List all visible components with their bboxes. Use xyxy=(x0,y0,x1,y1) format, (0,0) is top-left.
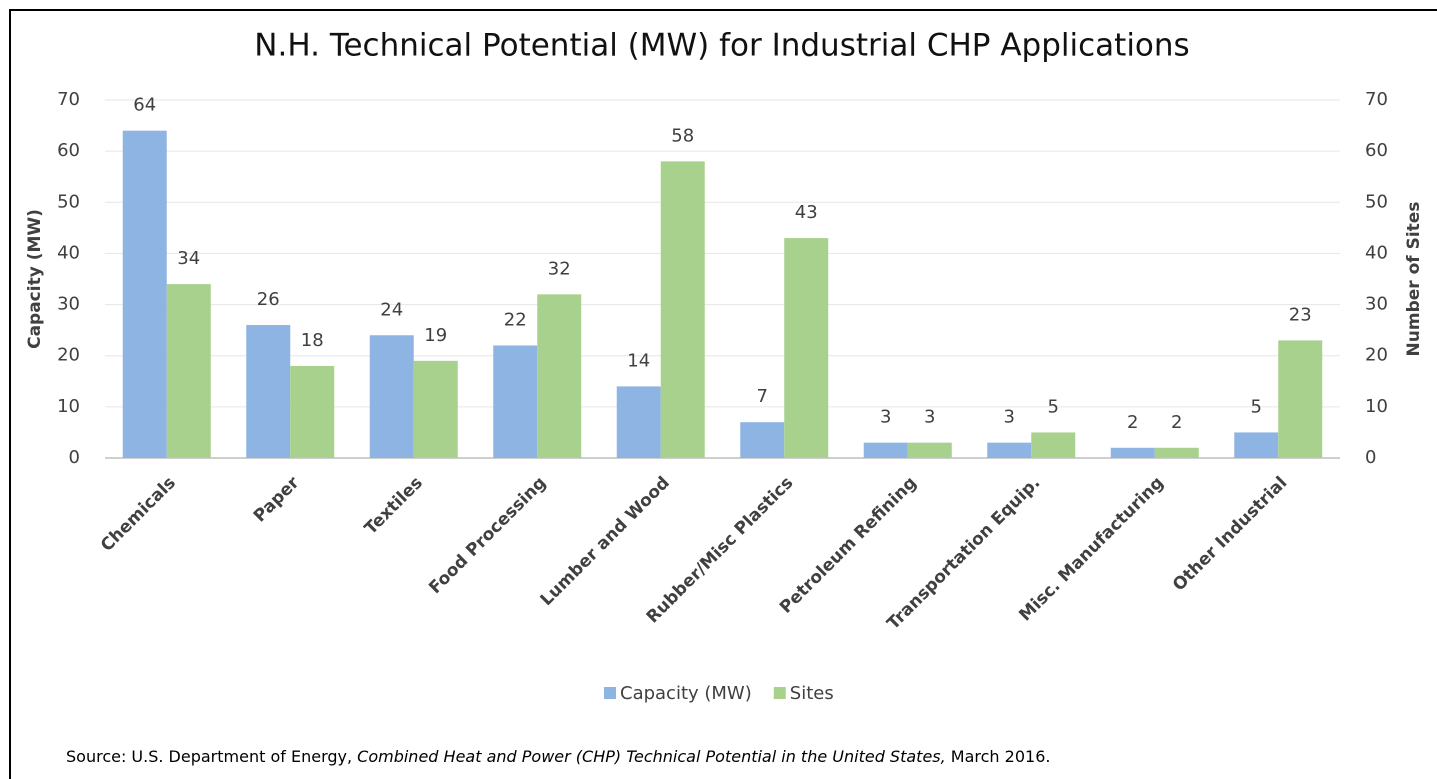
bar xyxy=(369,335,414,458)
bar xyxy=(907,442,952,458)
frame xyxy=(9,9,1437,779)
bar xyxy=(1278,340,1323,458)
data-label: 14 xyxy=(627,350,650,371)
y2-tick-label: 0 xyxy=(1365,447,1376,468)
y2-tick-label: 70 xyxy=(1365,89,1388,110)
source-text: March 2016. xyxy=(946,747,1051,766)
data-label: 2 xyxy=(1127,412,1138,433)
bar xyxy=(413,360,458,458)
y2-axis-label: Number of Sites xyxy=(1404,202,1424,357)
y2-tick-label: 60 xyxy=(1365,140,1388,161)
y2-tick-label: 50 xyxy=(1365,191,1388,212)
legend-swatch xyxy=(604,687,616,699)
data-label: 3 xyxy=(1004,407,1015,428)
bar xyxy=(1110,447,1155,458)
y-tick-label: 60 xyxy=(57,140,80,161)
x-tick-label: Misc. Manufacturing xyxy=(1015,473,1167,625)
bar xyxy=(616,386,661,458)
data-label: 3 xyxy=(880,407,891,428)
data-label: 18 xyxy=(301,330,324,351)
bar xyxy=(863,442,908,458)
x-tick-label: Other Industrial xyxy=(1169,473,1291,595)
x-tick-label: Chemicals xyxy=(97,473,180,556)
y-tick-label: 10 xyxy=(57,396,80,417)
data-label: 32 xyxy=(548,258,571,279)
y2-tick-label: 20 xyxy=(1365,345,1388,366)
bar xyxy=(290,365,335,458)
data-label: 5 xyxy=(1251,396,1262,417)
y-tick-label: 70 xyxy=(57,89,80,110)
y-tick-label: 50 xyxy=(57,191,80,212)
bar xyxy=(1154,447,1199,458)
data-label: 58 xyxy=(671,125,694,146)
data-label: 22 xyxy=(504,309,527,330)
data-label: 7 xyxy=(757,386,768,407)
legend-label: Sites xyxy=(790,683,834,704)
bar xyxy=(537,294,582,458)
data-label: 19 xyxy=(424,325,447,346)
bar xyxy=(1031,432,1076,458)
y-tick-label: 0 xyxy=(69,447,80,468)
x-tick-label: Rubber/Misc Plastics xyxy=(643,473,798,628)
source-note: Source: U.S. Department of Energy, Combi… xyxy=(66,747,1050,766)
data-label: 2 xyxy=(1171,412,1182,433)
y-tick-label: 40 xyxy=(57,242,80,263)
y2-tick-label: 10 xyxy=(1365,396,1388,417)
bar xyxy=(740,422,785,458)
y2-tick-label: 40 xyxy=(1365,242,1388,263)
data-label: 3 xyxy=(924,407,935,428)
y-tick-label: 20 xyxy=(57,345,80,366)
data-label: 24 xyxy=(380,299,403,320)
bar xyxy=(246,325,291,458)
legend-label: Capacity (MW) xyxy=(620,683,752,704)
source-text: Source: U.S. Department of Energy, xyxy=(66,747,357,766)
data-label: 5 xyxy=(1048,396,1059,417)
y-tick-label: 30 xyxy=(57,294,80,315)
bar xyxy=(660,161,705,458)
source-title: Combined Heat and Power (CHP) Technical … xyxy=(357,747,946,766)
bar xyxy=(122,130,167,458)
data-label: 43 xyxy=(795,202,818,223)
data-label: 26 xyxy=(257,289,280,310)
y-axis-label: Capacity (MW) xyxy=(25,209,45,349)
bar xyxy=(987,442,1032,458)
y2-tick-label: 30 xyxy=(1365,294,1388,315)
bar xyxy=(493,345,538,458)
x-tick-label: Textiles xyxy=(361,473,427,539)
x-tick-label: Paper xyxy=(250,472,304,526)
chart-title: N.H. Technical Potential (MW) for Indust… xyxy=(254,28,1189,64)
legend-swatch xyxy=(773,687,786,699)
bar xyxy=(166,284,211,458)
x-tick-label: Lumber and Wood xyxy=(537,473,674,610)
x-tick-label: Petroleum Refining xyxy=(776,473,921,618)
data-label: 64 xyxy=(133,95,156,116)
data-label: 34 xyxy=(177,248,200,269)
bar xyxy=(784,238,829,458)
data-label: 23 xyxy=(1289,304,1312,325)
x-tick-label: Food Processing xyxy=(425,473,550,598)
bar xyxy=(1234,432,1279,458)
